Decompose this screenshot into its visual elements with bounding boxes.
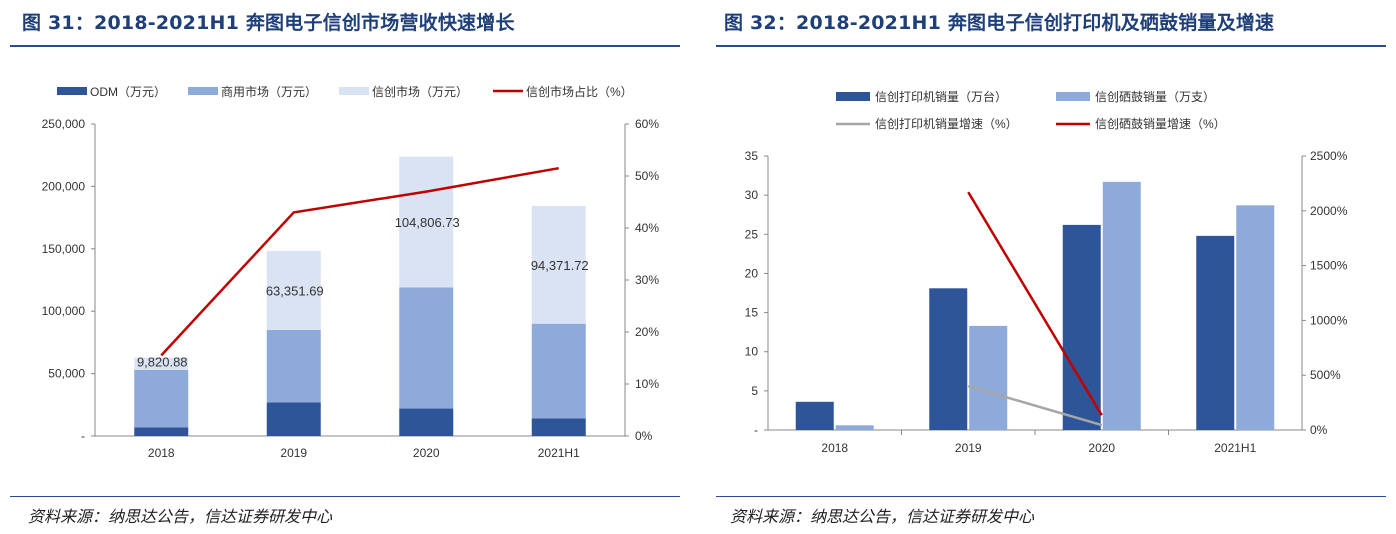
title-divider	[716, 45, 1386, 47]
bar	[1102, 181, 1141, 430]
data-label: 63,351.69	[266, 283, 324, 298]
bar-segment	[266, 329, 321, 403]
figure-title: 图 32：2018-2021H1 奔图电子信创打印机及硒鼓销量及增速	[724, 12, 1275, 34]
source-divider	[716, 496, 1386, 497]
y-tick-label: 10	[745, 345, 759, 359]
bar	[795, 401, 834, 430]
x-tick-label: 2018	[148, 446, 175, 460]
bar-segment	[134, 357, 189, 370]
chart-panel-right: 图 32：2018-2021H1 奔图电子信创打印机及硒鼓销量及增速 信创打印机…	[706, 0, 1396, 534]
figure-title: 图 31：2018-2021H1 奔图电子信创市场营收快速增长	[22, 12, 515, 34]
line-series-share	[160, 166, 559, 357]
y-tick-label: 35	[745, 149, 759, 163]
legend-label: 商用市场（万元）	[221, 84, 317, 99]
y2-tick-label: 60%	[635, 117, 659, 131]
data-label: 94,371.72	[531, 258, 589, 273]
x-tick-label: 2021H1	[538, 446, 580, 460]
bar-segment	[531, 323, 586, 419]
y2-tick-label: 1000%	[1310, 313, 1348, 327]
y2-tick-label: 2500%	[1310, 149, 1348, 163]
bar	[835, 425, 874, 430]
y2-tick-label: 20%	[635, 325, 659, 339]
y2-tick-label: 1500%	[1310, 259, 1348, 273]
legend-swatch	[836, 92, 870, 101]
source-note: 资料来源：纳思达公告，信达证券研发中心	[730, 507, 1035, 526]
y2-tick-label: 0%	[635, 429, 653, 443]
bar-segment	[531, 205, 586, 324]
legend-swatch	[57, 87, 87, 95]
x-tick-label: 2018	[821, 441, 848, 455]
y-tick-label: 200,000	[42, 179, 86, 193]
data-label: 9,820.88	[137, 355, 188, 370]
bar-segment	[399, 156, 454, 288]
y-tick-label: 15	[745, 306, 759, 320]
y-tick-label: 20	[745, 266, 759, 280]
bar	[1062, 224, 1101, 430]
line-series-growth	[967, 384, 1103, 427]
x-tick-label: 2020	[1088, 441, 1115, 455]
bar	[969, 325, 1008, 430]
legend-label: ODM（万元）	[90, 85, 166, 99]
bar	[1236, 205, 1275, 430]
data-label: 104,806.73	[395, 215, 460, 230]
legend-swatch	[1056, 92, 1090, 101]
bar-segment	[399, 287, 454, 409]
legend-swatch	[188, 87, 218, 95]
x-tick-label: 2019	[280, 446, 307, 460]
y2-tick-label: 500%	[1310, 368, 1341, 382]
legend: 信创打印机销量（万台） 信创硒鼓销量（万支） 信创打印机销量增速（%） 信创硒鼓销量增…	[836, 89, 1226, 131]
bar-segment	[399, 408, 454, 436]
legend-label: 信创硒鼓销量增速（%）	[1095, 117, 1226, 131]
y2-tick-label: 30%	[635, 273, 659, 287]
bar	[1196, 235, 1235, 430]
chart-sales-volume: 信创打印机销量（万台） 信创硒鼓销量（万支） 信创打印机销量增速（%） 信创硒鼓销量增…	[745, 89, 1348, 455]
y-tick-label: 150,000	[42, 242, 86, 256]
legend-label: 信创硒鼓销量（万支）	[1095, 90, 1215, 104]
chart-revenue: ODM（万元） 商用市场（万元） 信创市场（万元） 信创市场占比（%） - 50,000 1…	[42, 84, 660, 460]
x-tick-label: 2020	[413, 446, 440, 460]
bar-segment	[266, 250, 321, 330]
legend-swatch	[339, 87, 369, 95]
y-tick-label: 100,000	[42, 304, 86, 318]
legend-label: 信创市场（万元）	[372, 84, 468, 99]
bar-segment	[531, 418, 586, 436]
legend: ODM（万元） 商用市场（万元） 信创市场（万元） 信创市场占比（%）	[57, 84, 633, 99]
legend-label: 信创打印机销量增速（%）	[875, 117, 1018, 131]
y-tick-label: 250,000	[42, 117, 86, 131]
title-divider	[10, 45, 680, 47]
y-tick-label: -	[754, 423, 758, 437]
y-tick-label: -	[81, 429, 85, 443]
y2-tick-label: 0%	[1310, 423, 1328, 437]
x-tick-label: 2019	[955, 441, 982, 455]
source-note: 资料来源：纳思达公告，信达证券研发中心	[28, 507, 333, 526]
line-series-growth	[967, 191, 1103, 416]
legend-label: 信创打印机销量（万台）	[875, 89, 1007, 104]
x-tick-label: 2021H1	[1214, 441, 1256, 455]
bar	[929, 288, 968, 430]
y-tick-label: 25	[745, 227, 759, 241]
chart-panel-left: 图 31：2018-2021H1 奔图电子信创市场营收快速增长 ODM（万元） 商…	[0, 0, 690, 534]
y2-tick-label: 10%	[635, 377, 659, 391]
y-tick-label: 5	[751, 384, 758, 398]
bar-segment	[134, 369, 189, 428]
y2-tick-label: 2000%	[1310, 204, 1348, 218]
y2-tick-label: 40%	[635, 221, 659, 235]
bar-segment	[266, 402, 321, 436]
legend-label: 信创市场占比（%）	[526, 84, 633, 99]
y2-tick-label: 50%	[635, 169, 659, 183]
y-tick-label: 50,000	[48, 367, 85, 381]
y-tick-label: 30	[745, 188, 759, 202]
source-divider	[10, 496, 680, 497]
bar-segment	[134, 427, 189, 436]
